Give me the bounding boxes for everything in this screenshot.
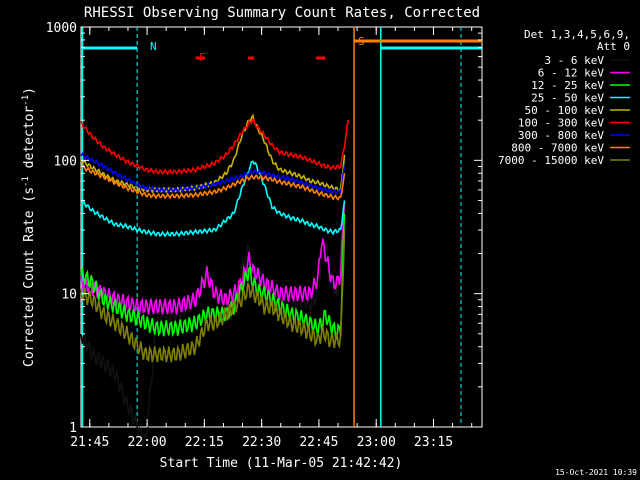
legend-entry-label: 7000 - 15000 keV	[498, 154, 604, 167]
y-tick-label: 100	[54, 154, 77, 169]
series-lines	[80, 113, 350, 447]
chart-title: RHESSI Observing Summary Count Rates, Co…	[84, 5, 480, 21]
legend-entry-label: 12 - 25 keV	[531, 79, 604, 92]
x-tick-label: 22:15	[185, 435, 224, 450]
legend-entry-label: 3 - 6 keV	[544, 54, 604, 67]
legend-entry-label: 25 - 50 keV	[531, 92, 604, 105]
series-line	[80, 213, 346, 342]
y-axis-label-sup1: -1	[21, 176, 31, 187]
flag-label-n: N	[150, 40, 157, 53]
legend-entry-label: 50 - 100 keV	[525, 104, 605, 117]
y-tick-label: 10	[61, 288, 77, 303]
y-axis-label-sup2: -1	[21, 95, 31, 106]
x-tick-label: 23:15	[414, 435, 453, 450]
y-axis-label-end: )	[22, 87, 37, 95]
flag-bars	[81, 39, 482, 60]
legend-entry-label: 800 - 7000 keV	[511, 142, 604, 155]
x-tick-label: 22:45	[299, 435, 338, 450]
y-tick-label: 1000	[46, 21, 77, 36]
flag-labels: N F S	[150, 35, 365, 64]
series-line	[80, 113, 346, 194]
series-line	[80, 151, 346, 197]
series-line	[80, 164, 346, 201]
x-tick-label: 22:30	[242, 435, 281, 450]
y-tick-label: 1	[69, 421, 77, 436]
x-tick-label: 23:00	[357, 435, 396, 450]
series-line	[80, 230, 346, 363]
y-axis-label-main: Corrected Count Rate (s	[22, 187, 37, 367]
plot-area: N F S 21:45 22:00 22:15 22:30 22:45 23:00 23:1…	[46, 21, 483, 450]
legend-entry-label: 300 - 800 keV	[518, 129, 604, 142]
x-tick-label: 22:00	[127, 435, 166, 450]
y-axis-label: Corrected Count Rate (s-1 detector-1)	[21, 87, 37, 367]
legend-entry-label: 6 - 12 keV	[538, 67, 605, 80]
y-axis-label-mid: detector	[22, 106, 37, 177]
plot-frame	[80, 26, 483, 428]
x-axis-label: Start Time (11-Mar-05 21:42:42)	[160, 456, 403, 471]
series-line	[80, 117, 350, 176]
timestamp: 15-Oct-2021 10:39	[555, 468, 637, 477]
flag-label-s: S	[358, 35, 365, 48]
y-axis-ticks: 1 10 100 1000	[46, 21, 482, 436]
legend-entry-label: 100 - 300 keV	[518, 117, 604, 130]
series-line	[80, 160, 346, 238]
x-axis-ticks: 21:45 22:00 22:15 22:30 22:45 23:00 23:15	[70, 27, 473, 450]
flag-label-f: F	[199, 51, 206, 64]
legend-header-line2: Att 0	[597, 40, 630, 53]
x-tick-label: 21:45	[70, 435, 109, 450]
flag-lines	[81, 27, 462, 427]
legend-header-line1: Det 1,3,4,5,6,9,	[524, 28, 630, 41]
